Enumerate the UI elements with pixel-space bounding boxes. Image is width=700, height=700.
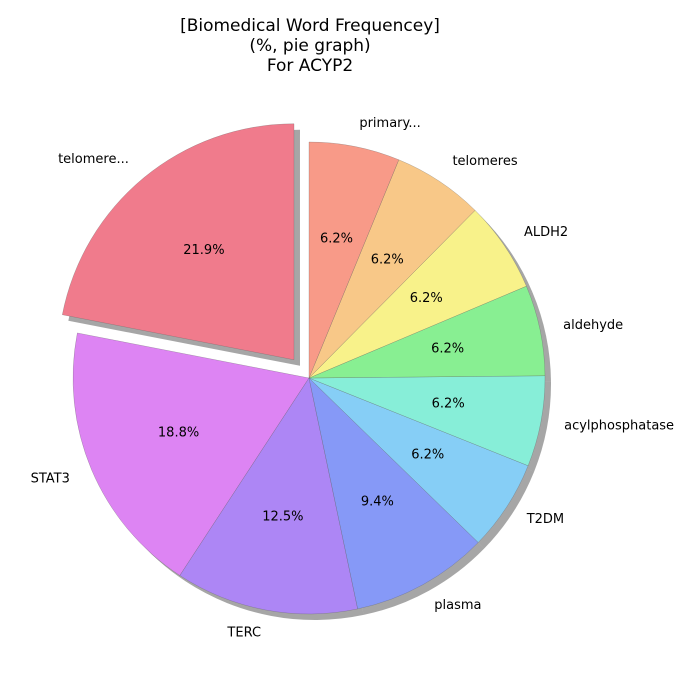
slice-label-aldehyde: aldehyde — [563, 318, 623, 333]
pct-label-telomeres: 6.2% — [371, 252, 404, 267]
slice-label-primary: primary... — [359, 116, 420, 131]
slice-label-telomere: telomere... — [58, 152, 129, 167]
pie-label-layer: 21.9% telomere... 18.8% STAT3 12.5% TERC 9.4% p… — [31, 116, 674, 641]
pct-label-aldehyde: 6.2% — [431, 342, 464, 357]
pct-label-terc: 12.5% — [262, 510, 303, 525]
chart-title-line-2: (%, pie graph) — [249, 36, 371, 56]
pie-slice-stat3 — [72, 332, 310, 576]
pct-label-acylphosphatase: 6.2% — [432, 397, 465, 412]
slice-label-acylphosphatase: acylphosphatase — [564, 418, 674, 433]
chart-title: [Biomedical Word Frequencey] (%, pie gra… — [0, 16, 620, 76]
pct-label-primary: 6.2% — [320, 232, 353, 247]
pie-slice-primary — [308, 141, 400, 379]
slice-label-telomeres: telomeres — [452, 154, 517, 169]
pct-label-telomere: 21.9% — [183, 243, 224, 258]
slice-label-aldh2: ALDH2 — [524, 225, 568, 240]
pie-slice-plasma — [308, 377, 479, 610]
slice-label-t2dm: T2DM — [526, 512, 564, 527]
slice-label-terc: TERC — [226, 626, 261, 641]
slice-label-plasma: plasma — [434, 598, 481, 613]
pie-slice-telomere — [62, 123, 295, 361]
chart-title-line-1: [Biomedical Word Frequencey] — [180, 16, 440, 36]
slice-label-stat3: STAT3 — [31, 472, 70, 487]
pie-slice-layer — [62, 123, 546, 615]
pie-slice-terc — [179, 377, 358, 615]
pct-label-plasma: 9.4% — [361, 495, 394, 510]
pct-label-aldh2: 6.2% — [410, 291, 443, 306]
chart-title-line-3: For ACYP2 — [266, 56, 354, 76]
pct-label-t2dm: 6.2% — [411, 448, 444, 463]
pct-label-stat3: 18.8% — [158, 426, 199, 441]
